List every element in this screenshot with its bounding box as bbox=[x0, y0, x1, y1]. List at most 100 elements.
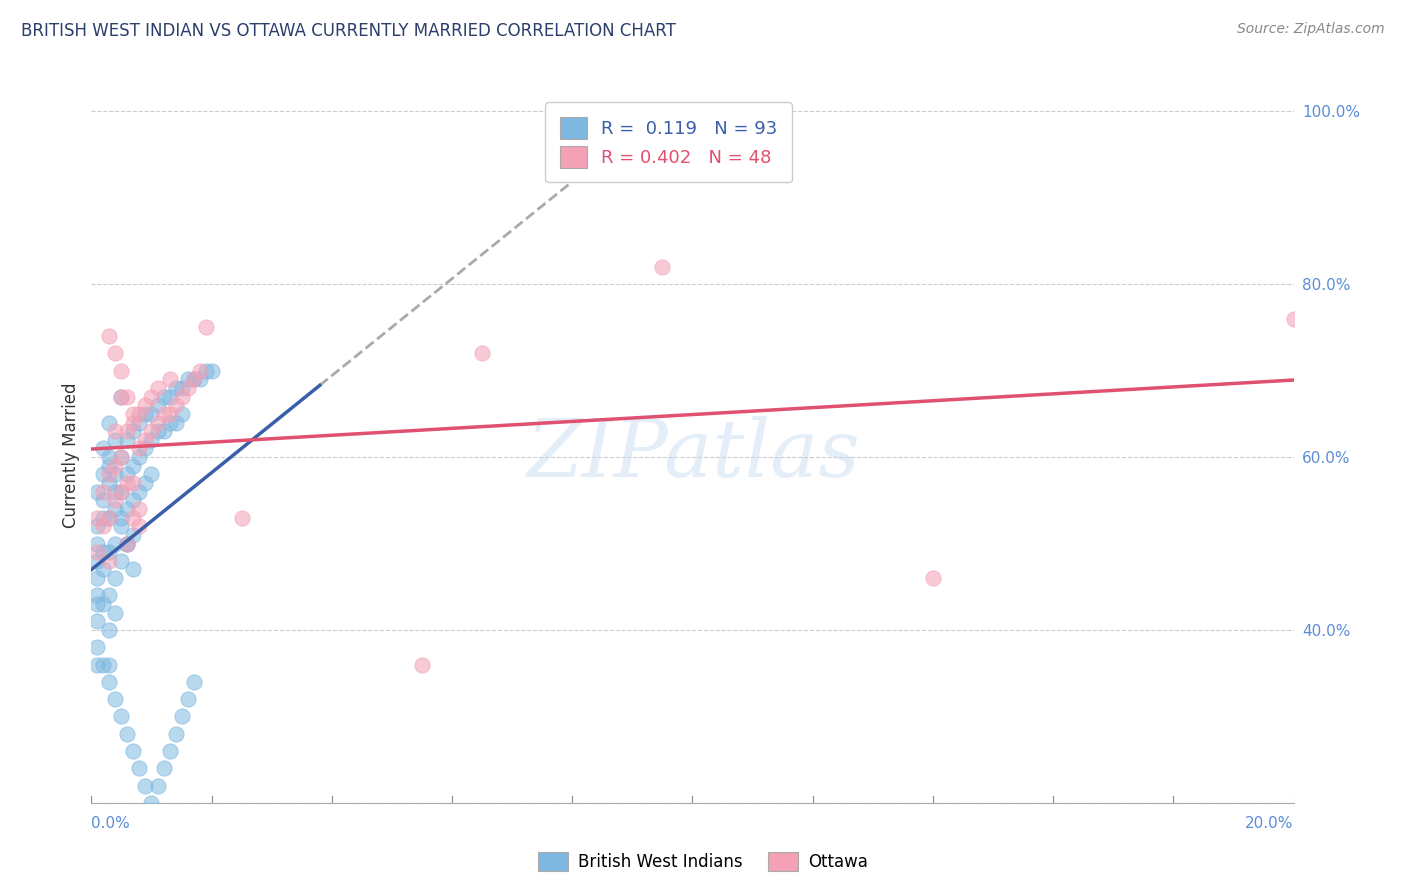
Point bbox=[104, 467, 127, 482]
Point bbox=[93, 597, 115, 611]
Point bbox=[176, 381, 198, 395]
Point bbox=[128, 407, 150, 421]
Point bbox=[86, 554, 108, 568]
Legend: British West Indians, Ottawa: British West Indians, Ottawa bbox=[530, 843, 876, 880]
Point bbox=[134, 779, 156, 793]
Point bbox=[110, 484, 132, 499]
Point bbox=[122, 562, 145, 576]
Point bbox=[201, 364, 224, 378]
Point bbox=[146, 424, 169, 438]
Legend: R =  0.119   N = 93, R = 0.402   N = 48: R = 0.119 N = 93, R = 0.402 N = 48 bbox=[546, 103, 792, 182]
Point bbox=[86, 597, 108, 611]
Text: ZIPatlas: ZIPatlas bbox=[526, 417, 859, 493]
Point bbox=[86, 484, 108, 499]
Point bbox=[141, 433, 163, 447]
Point bbox=[165, 726, 187, 740]
Point bbox=[165, 416, 187, 430]
Point bbox=[122, 493, 145, 508]
Point bbox=[86, 519, 108, 533]
Point bbox=[93, 657, 115, 672]
Point bbox=[86, 588, 108, 602]
Point bbox=[117, 433, 139, 447]
Point bbox=[86, 615, 108, 629]
Point bbox=[141, 424, 163, 438]
Point bbox=[122, 407, 145, 421]
Point bbox=[141, 407, 163, 421]
Point bbox=[146, 381, 169, 395]
Point bbox=[146, 416, 169, 430]
Point bbox=[104, 493, 127, 508]
Point bbox=[98, 458, 121, 473]
Point bbox=[128, 761, 150, 775]
Point bbox=[98, 416, 121, 430]
Point bbox=[146, 398, 169, 412]
Point bbox=[86, 545, 108, 559]
Point bbox=[104, 484, 127, 499]
Point bbox=[117, 475, 139, 490]
Point bbox=[110, 390, 132, 404]
Point bbox=[93, 442, 115, 456]
Y-axis label: Currently Married: Currently Married bbox=[62, 382, 80, 528]
Point bbox=[117, 390, 139, 404]
Point bbox=[159, 372, 181, 386]
Point bbox=[134, 398, 156, 412]
Point bbox=[93, 519, 115, 533]
Point bbox=[110, 510, 132, 524]
Point bbox=[93, 484, 115, 499]
Point bbox=[128, 416, 150, 430]
Point bbox=[104, 692, 127, 706]
Point bbox=[188, 364, 211, 378]
Point bbox=[170, 407, 193, 421]
Point bbox=[98, 588, 121, 602]
Point bbox=[176, 692, 198, 706]
Point bbox=[122, 475, 145, 490]
Point bbox=[152, 761, 174, 775]
Point bbox=[98, 554, 121, 568]
Point bbox=[98, 467, 121, 482]
Point bbox=[165, 381, 187, 395]
Point bbox=[86, 536, 108, 550]
Point bbox=[128, 442, 150, 456]
Point bbox=[104, 433, 127, 447]
Point bbox=[194, 320, 217, 334]
Point bbox=[117, 726, 139, 740]
Point bbox=[170, 390, 193, 404]
Point bbox=[141, 467, 163, 482]
Point bbox=[134, 407, 156, 421]
Point bbox=[651, 260, 673, 274]
Point bbox=[170, 381, 193, 395]
Point bbox=[104, 536, 127, 550]
Point bbox=[159, 390, 181, 404]
Point bbox=[98, 450, 121, 464]
Point bbox=[1282, 311, 1305, 326]
Point bbox=[110, 709, 132, 723]
Point bbox=[141, 796, 163, 810]
Point bbox=[122, 528, 145, 542]
Text: 20.0%: 20.0% bbox=[1246, 816, 1294, 831]
Point bbox=[93, 510, 115, 524]
Point bbox=[117, 424, 139, 438]
Text: BRITISH WEST INDIAN VS OTTAWA CURRENTLY MARRIED CORRELATION CHART: BRITISH WEST INDIAN VS OTTAWA CURRENTLY … bbox=[21, 22, 676, 40]
Point bbox=[134, 475, 156, 490]
Point bbox=[104, 571, 127, 585]
Point bbox=[86, 510, 108, 524]
Point bbox=[152, 424, 174, 438]
Point bbox=[183, 372, 205, 386]
Point bbox=[117, 467, 139, 482]
Point bbox=[183, 674, 205, 689]
Point bbox=[122, 416, 145, 430]
Point bbox=[98, 657, 121, 672]
Point bbox=[93, 467, 115, 482]
Point bbox=[471, 346, 494, 360]
Point bbox=[104, 346, 127, 360]
Point bbox=[98, 623, 121, 637]
Point bbox=[128, 450, 150, 464]
Point bbox=[159, 407, 181, 421]
Text: Source: ZipAtlas.com: Source: ZipAtlas.com bbox=[1237, 22, 1385, 37]
Point bbox=[110, 554, 132, 568]
Point bbox=[152, 407, 174, 421]
Point bbox=[188, 372, 211, 386]
Point bbox=[98, 510, 121, 524]
Point bbox=[98, 674, 121, 689]
Point bbox=[98, 545, 121, 559]
